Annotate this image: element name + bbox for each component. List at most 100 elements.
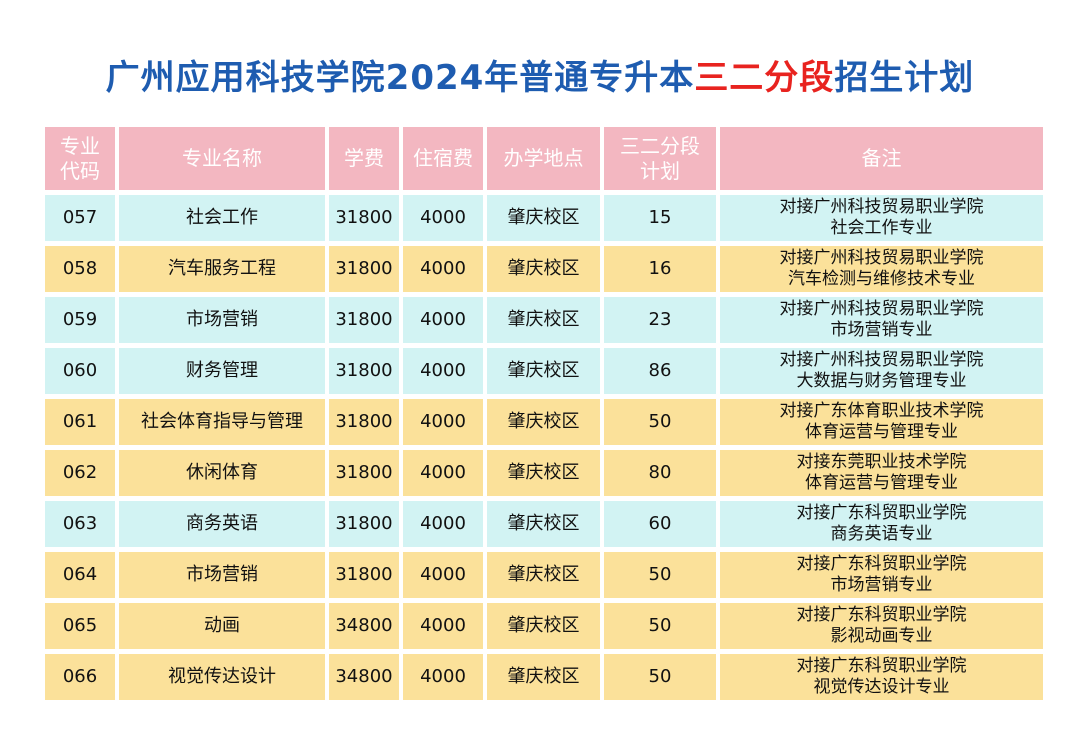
cell-campus: 肇庆校区 bbox=[487, 195, 600, 241]
note-line-2: 体育运营与管理专业 bbox=[805, 473, 958, 493]
cell-dorm: 4000 bbox=[403, 501, 483, 547]
cell-note: 对接东莞职业技术学院 体育运营与管理专业 bbox=[720, 450, 1043, 496]
cell-note: 对接广东科贸职业学院 视觉传达设计专业 bbox=[720, 654, 1043, 700]
cell-dorm: 4000 bbox=[403, 654, 483, 700]
page-title: 广州应用科技学院2024年普通专升本三二分段招生计划 bbox=[0, 50, 1080, 99]
cell-dorm: 4000 bbox=[403, 195, 483, 241]
cell-campus: 肇庆校区 bbox=[487, 297, 600, 343]
cell-campus: 肇庆校区 bbox=[487, 246, 600, 292]
note-line-2: 市场营销专业 bbox=[830, 320, 933, 340]
cell-plan: 50 bbox=[604, 399, 716, 445]
note-line-1: 对接广州科技贸易职业学院 bbox=[779, 299, 984, 319]
cell-plan: 23 bbox=[604, 297, 716, 343]
cell-campus: 肇庆校区 bbox=[487, 348, 600, 394]
cell-tuition: 31800 bbox=[329, 552, 399, 598]
cell-note: 对接广东科贸职业学院 市场营销专业 bbox=[720, 552, 1043, 598]
cell-note: 对接广州科技贸易职业学院 社会工作专业 bbox=[720, 195, 1043, 241]
cell-plan: 15 bbox=[604, 195, 716, 241]
cell-note: 对接广州科技贸易职业学院 大数据与财务管理专业 bbox=[720, 348, 1043, 394]
note-line-1: 对接广州科技贸易职业学院 bbox=[779, 248, 984, 268]
cell-dorm: 4000 bbox=[403, 246, 483, 292]
cell-code: 058 bbox=[45, 246, 115, 292]
cell-code: 061 bbox=[45, 399, 115, 445]
cell-plan: 60 bbox=[604, 501, 716, 547]
title-suffix: 招生计划 bbox=[834, 58, 975, 98]
table-row: 065 动画 34800 4000 肇庆校区 50 对接广东科贸职业学院 影视动画专业 bbox=[45, 603, 1043, 649]
cell-name: 视觉传达设计 bbox=[119, 654, 325, 700]
note-line-2: 市场营销专业 bbox=[830, 575, 933, 595]
cell-name: 市场营销 bbox=[119, 297, 325, 343]
note-line-1: 对接广东科贸职业学院 bbox=[796, 554, 967, 574]
title-highlight: 三二分段 bbox=[694, 58, 835, 98]
cell-tuition: 31800 bbox=[329, 450, 399, 496]
cell-note: 对接广东体育职业技术学院 体育运营与管理专业 bbox=[720, 399, 1043, 445]
note-line-1: 对接广东科贸职业学院 bbox=[796, 605, 967, 625]
header-plan: 三二分段 计划 bbox=[604, 127, 716, 190]
note-line-2: 体育运营与管理专业 bbox=[805, 422, 958, 442]
table-row: 057 社会工作 31800 4000 肇庆校区 15 对接广州科技贸易职业学院 社会工作专业 bbox=[45, 195, 1043, 241]
header-campus: 办学地点 bbox=[487, 127, 600, 190]
cell-code: 066 bbox=[45, 654, 115, 700]
note-line-2: 商务英语专业 bbox=[830, 524, 933, 544]
cell-dorm: 4000 bbox=[403, 348, 483, 394]
cell-tuition: 31800 bbox=[329, 348, 399, 394]
cell-name: 商务英语 bbox=[119, 501, 325, 547]
header-code: 专业 代码 bbox=[45, 127, 115, 190]
cell-note: 对接广州科技贸易职业学院 汽车检测与维修技术专业 bbox=[720, 246, 1043, 292]
cell-tuition: 34800 bbox=[329, 603, 399, 649]
cell-name: 动画 bbox=[119, 603, 325, 649]
cell-campus: 肇庆校区 bbox=[487, 501, 600, 547]
cell-tuition: 31800 bbox=[329, 246, 399, 292]
table-row: 060 财务管理 31800 4000 肇庆校区 86 对接广州科技贸易职业学院 大数据与财务… bbox=[45, 348, 1043, 394]
table-row: 059 市场营销 31800 4000 肇庆校区 23 对接广州科技贸易职业学院 市场营销专业 bbox=[45, 297, 1043, 343]
cell-code: 062 bbox=[45, 450, 115, 496]
cell-note: 对接广东科贸职业学院 影视动画专业 bbox=[720, 603, 1043, 649]
note-line-1: 对接广东科贸职业学院 bbox=[796, 503, 967, 523]
cell-dorm: 4000 bbox=[403, 603, 483, 649]
cell-name: 休闲体育 bbox=[119, 450, 325, 496]
note-line-2: 视觉传达设计专业 bbox=[813, 677, 950, 697]
cell-campus: 肇庆校区 bbox=[487, 399, 600, 445]
cell-campus: 肇庆校区 bbox=[487, 603, 600, 649]
cell-campus: 肇庆校区 bbox=[487, 450, 600, 496]
cell-campus: 肇庆校区 bbox=[487, 552, 600, 598]
table-row: 058 汽车服务工程 31800 4000 肇庆校区 16 对接广州科技贸易职业学院 汽车检测… bbox=[45, 246, 1043, 292]
cell-code: 065 bbox=[45, 603, 115, 649]
cell-code: 060 bbox=[45, 348, 115, 394]
cell-name: 市场营销 bbox=[119, 552, 325, 598]
header-dorm: 住宿费 bbox=[403, 127, 483, 190]
cell-plan: 50 bbox=[604, 552, 716, 598]
cell-plan: 50 bbox=[604, 654, 716, 700]
note-line-1: 对接广州科技贸易职业学院 bbox=[779, 350, 984, 370]
cell-dorm: 4000 bbox=[403, 552, 483, 598]
cell-dorm: 4000 bbox=[403, 450, 483, 496]
table-row: 063 商务英语 31800 4000 肇庆校区 60 对接广东科贸职业学院 商务英语专业 bbox=[45, 501, 1043, 547]
note-line-2: 大数据与财务管理专业 bbox=[796, 371, 967, 391]
cell-note: 对接广东科贸职业学院 商务英语专业 bbox=[720, 501, 1043, 547]
cell-dorm: 4000 bbox=[403, 399, 483, 445]
note-line-1: 对接广东体育职业技术学院 bbox=[779, 401, 984, 421]
cell-plan: 16 bbox=[604, 246, 716, 292]
cell-tuition: 31800 bbox=[329, 399, 399, 445]
header-name: 专业名称 bbox=[119, 127, 325, 190]
title-prefix: 广州应用科技学院2024年普通专升本 bbox=[105, 58, 695, 98]
cell-name: 财务管理 bbox=[119, 348, 325, 394]
note-line-2: 社会工作专业 bbox=[830, 218, 933, 238]
note-line-2: 影视动画专业 bbox=[830, 626, 933, 646]
table-header-row: 专业 代码 专业名称 学费 住宿费 办学地点 三二分段 计划 备注 bbox=[45, 127, 1043, 190]
note-line-2: 汽车检测与维修技术专业 bbox=[788, 269, 975, 289]
cell-name: 社会工作 bbox=[119, 195, 325, 241]
cell-code: 059 bbox=[45, 297, 115, 343]
cell-name: 汽车服务工程 bbox=[119, 246, 325, 292]
note-line-1: 对接广州科技贸易职业学院 bbox=[779, 197, 984, 217]
cell-tuition: 31800 bbox=[329, 195, 399, 241]
cell-dorm: 4000 bbox=[403, 297, 483, 343]
table-row: 062 休闲体育 31800 4000 肇庆校区 80 对接东莞职业技术学院 体育运营与管理专… bbox=[45, 450, 1043, 496]
table-row: 066 视觉传达设计 34800 4000 肇庆校区 50 对接广东科贸职业学院 视觉传达设计… bbox=[45, 654, 1043, 700]
table-row: 061 社会体育指导与管理 31800 4000 肇庆校区 50 对接广东体育职业技术学院体… bbox=[45, 399, 1043, 445]
enrollment-plan-table: 专业 代码 专业名称 学费 住宿费 办学地点 三二分段 计划 备注 057 社会工作 3… bbox=[41, 122, 1047, 705]
cell-code: 057 bbox=[45, 195, 115, 241]
table-row: 064 市场营销 31800 4000 肇庆校区 50 对接广东科贸职业学院 市场营销专业 bbox=[45, 552, 1043, 598]
cell-code: 064 bbox=[45, 552, 115, 598]
cell-tuition: 31800 bbox=[329, 297, 399, 343]
